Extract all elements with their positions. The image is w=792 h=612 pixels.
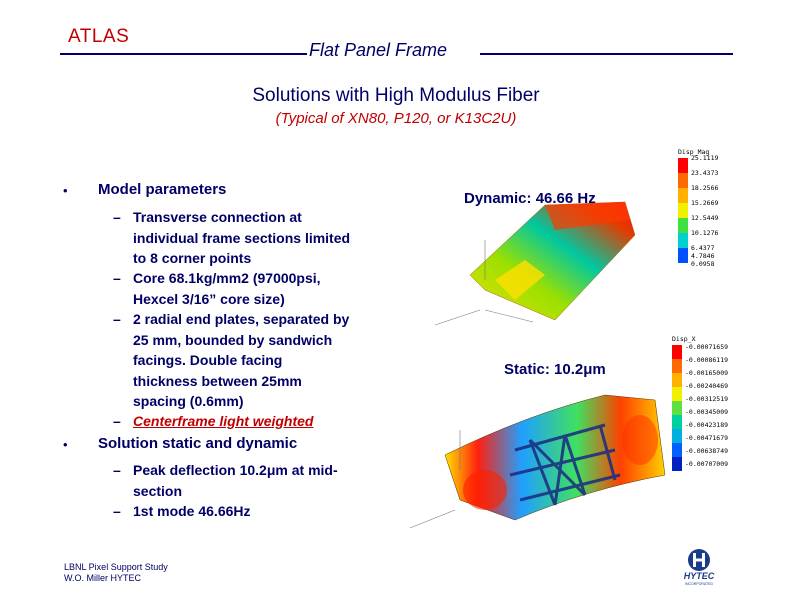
legend-top-value: 25.1119	[691, 154, 718, 162]
sub-line: spacing (0.6mm)	[133, 393, 244, 409]
legend-bottom-value: -0.00240469	[685, 382, 728, 390]
sub-item: – Peak deflection 10.2μm at mid- section	[113, 460, 388, 501]
sub-line: 25 mm, bounded by sandwich	[133, 331, 333, 348]
sub-item: – Transverse connection at individual fr…	[113, 207, 388, 269]
legend-bottom-value: -0.00071659	[685, 343, 728, 351]
sub-item: – Core 68.1kg/mm2 (97000psi, Hexcel 3/16…	[113, 268, 388, 309]
sub-line: Core 68.1kg/mm2 (97000psi,	[133, 270, 321, 286]
sub-line-centerframe: Centerframe light weighted	[133, 413, 314, 429]
legend-bottom-value: -0.00086119	[685, 356, 728, 364]
bullet-solution: Solution static and dynamic	[98, 435, 298, 452]
sub-item: – Centerframe light weighted	[113, 411, 388, 432]
bullet-model-parameters: Model parameters	[98, 181, 227, 198]
sub-line: to 8 corner points	[133, 250, 252, 266]
footer-line: W.O. Miller HYTEC	[64, 573, 142, 583]
static-result: Static: 10.2μm	[504, 361, 606, 378]
hytec-logo: HYTEC INCORPORATED	[684, 549, 715, 586]
legend-top-value: 6.4377	[691, 244, 715, 252]
atlas-logo: ATLAS	[68, 26, 130, 47]
sub-dash: –	[113, 270, 121, 286]
frame-lattice	[509, 423, 621, 506]
static-deflection-plot	[409, 394, 666, 529]
axis-line	[409, 509, 456, 529]
sub-line: Transverse connection at	[133, 209, 302, 225]
sub-line: 1st mode 46.66Hz	[133, 503, 251, 519]
sub-line: thickness between 25mm	[133, 372, 302, 389]
axis-line	[434, 309, 481, 326]
sub-line: individual frame sections limited	[133, 229, 351, 246]
sub-dash: –	[113, 503, 121, 519]
deflection-hotspot	[463, 470, 507, 510]
dynamic-mode-plot	[434, 201, 636, 326]
footer-line: LBNL Pixel Support Study	[64, 562, 168, 572]
slide-subtitle: Solutions with High Modulus Fiber	[252, 85, 540, 106]
hytec-logo-name: HYTEC	[684, 571, 715, 581]
legend-top-value: 10.1276	[691, 229, 718, 237]
bullet-marker: •	[63, 183, 68, 198]
dynamic-result: Dynamic: 46.66 Hz	[464, 190, 596, 207]
legend-bottom-title: Disp_X	[672, 335, 696, 343]
sub-line: Peak deflection 10.2μm at mid-	[133, 462, 338, 478]
legend-top-value: 23.4373	[691, 169, 718, 177]
legend-top: Disp_Mag 25.1119 23.4373 18.2566 15.2669…	[678, 148, 718, 268]
deflection-hotspot	[622, 415, 658, 465]
sub-dash: –	[113, 462, 121, 478]
axis-line	[484, 309, 534, 323]
sub-item: – 1st mode 46.66Hz	[113, 501, 388, 522]
bullet-marker: •	[63, 437, 68, 452]
title-rule-right	[480, 53, 733, 55]
legend-top-value: 15.2669	[691, 199, 718, 207]
mode-shape-patch	[495, 260, 545, 300]
sub-dash: –	[113, 413, 121, 429]
legend-bottom: Disp_X -0.00071659 -0.00086119 -0.001650…	[672, 335, 728, 471]
sub-line: facings. Double facing	[133, 352, 283, 368]
legend-top-value: 18.2566	[691, 184, 718, 192]
hytec-logo-tagline: INCORPORATED	[685, 582, 713, 586]
footer-credit: LBNL Pixel Support Study W.O. Miller HYT…	[64, 562, 168, 584]
legend-bottom-value: -0.00423189	[685, 421, 728, 429]
sub-line: 2 radial end plates, separated by	[133, 311, 350, 327]
legend-top-value: 12.5449	[691, 214, 718, 222]
legend-bottom-value: -0.00638749	[685, 447, 728, 455]
legend-top-title: Disp_Mag	[678, 148, 709, 156]
legend-top-value: 4.7846	[691, 252, 715, 260]
sub-dash: –	[113, 209, 121, 225]
slide-header-title: Flat Panel Frame	[307, 40, 450, 61]
legend-top-value: 0.0958	[691, 260, 715, 268]
slide-subtitle-materials: (Typical of XN80, P120, or K13C2U)	[275, 110, 517, 127]
legend-bottom-value: -0.00471679	[685, 434, 728, 442]
title-rule-left	[60, 53, 308, 55]
legend-bottom-value: -0.00312519	[685, 395, 728, 403]
sub-line: Hexcel 3/16” core size)	[133, 290, 285, 307]
sub-dash: –	[113, 311, 121, 327]
legend-bottom-value: -0.00345009	[685, 408, 728, 416]
legend-bottom-value: -0.00707009	[685, 460, 728, 468]
sub-line: section	[133, 482, 183, 499]
legend-bottom-value: -0.00165009	[685, 369, 728, 377]
mode-shape-edge	[545, 202, 630, 230]
sub-item: – 2 radial end plates, separated by 25 m…	[113, 309, 388, 412]
